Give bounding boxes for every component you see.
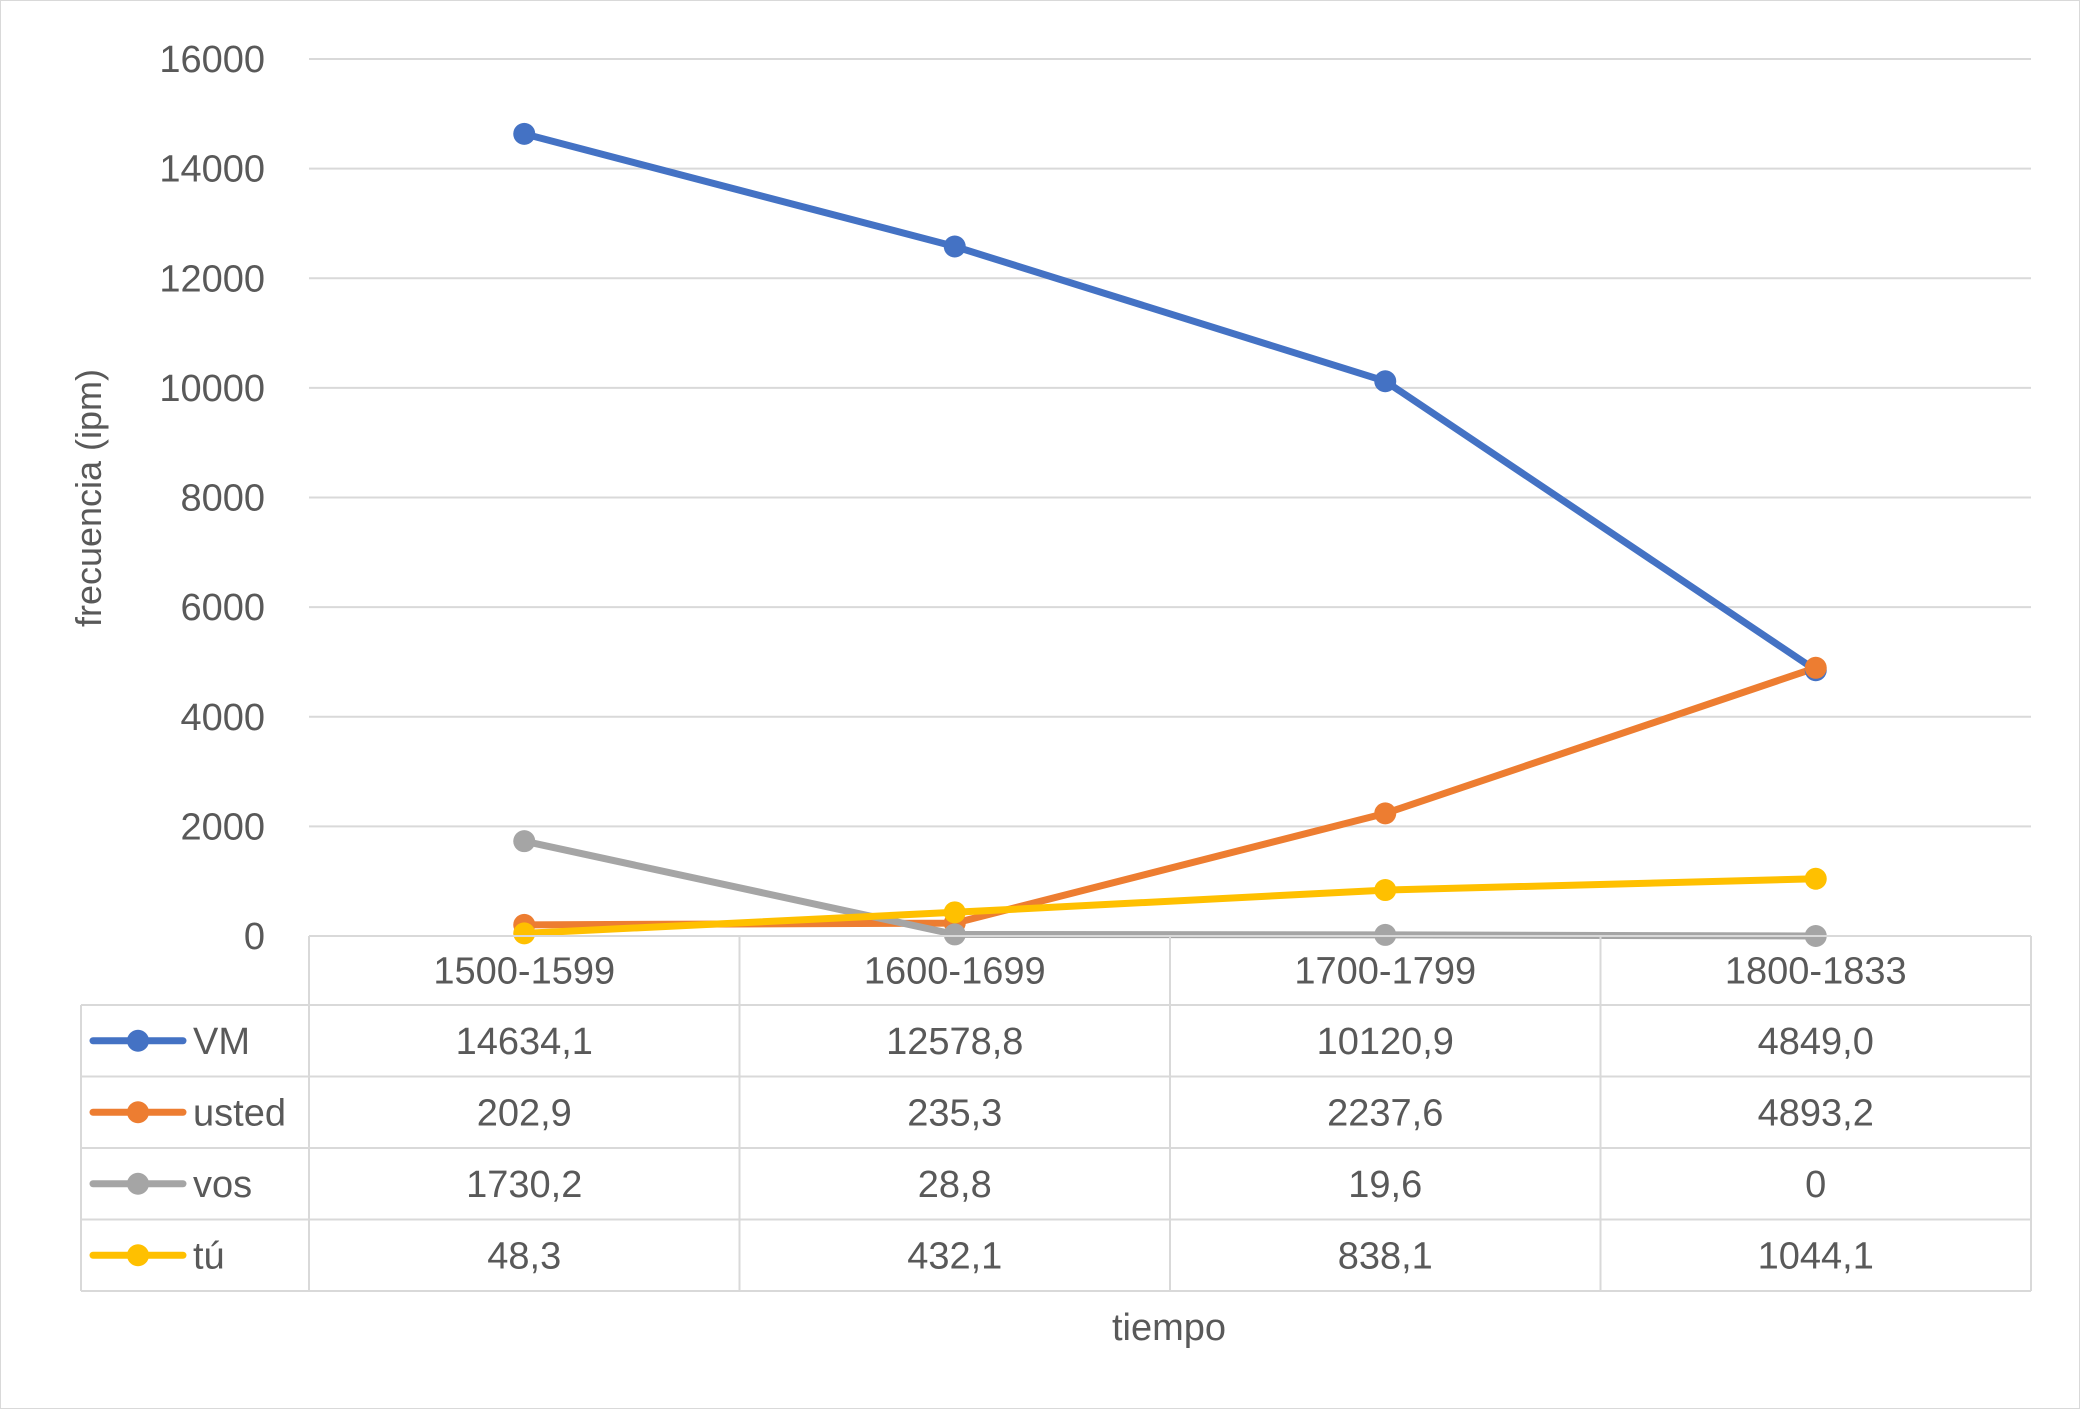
x-axis-label: tiempo (1112, 1307, 1226, 1349)
data-point (1804, 656, 1827, 679)
data-point (1374, 879, 1397, 902)
legend-marker (127, 1244, 149, 1267)
data-point (943, 901, 966, 924)
x-tick-label: 1500-1599 (433, 951, 615, 993)
data-point (513, 922, 536, 945)
x-tick-label: 1600-1699 (864, 951, 1046, 993)
data-point (1374, 802, 1397, 825)
data-label: 48,3 (487, 1235, 561, 1277)
data-label: 432,1 (907, 1235, 1002, 1277)
data-label: 12578,8 (886, 1021, 1023, 1063)
data-label: 235,3 (907, 1092, 1002, 1134)
data-point (943, 923, 966, 946)
y-tick-label: 10000 (159, 368, 265, 410)
legend-label: usted (193, 1092, 286, 1134)
series-line (520, 875, 1820, 937)
series-lines (513, 122, 1827, 947)
y-axis-ticks: 0 2000 4000 6000 8000 10000 12000 14000 16000 (159, 39, 265, 958)
data-label: 838,1 (1338, 1235, 1433, 1277)
legend-label: VM (193, 1021, 250, 1063)
data-label: 4849,0 (1758, 1021, 1874, 1063)
legend-marker (127, 1101, 149, 1124)
y-tick-label: 16000 (159, 39, 265, 81)
legend-label: tú (193, 1235, 225, 1277)
data-point (943, 235, 966, 258)
y-axis-label: frecuencia (ipm) (68, 369, 109, 627)
data-point (513, 830, 536, 853)
series-line (520, 130, 1820, 674)
data-label: 4893,2 (1758, 1092, 1874, 1134)
gridlines (309, 58, 2031, 828)
legend-marker (127, 1172, 149, 1195)
data-point (1374, 923, 1397, 946)
data-point (513, 122, 536, 145)
data-label: 0 (1805, 1164, 1826, 1206)
data-label: 1044,1 (1758, 1235, 1874, 1277)
y-tick-label: 12000 (159, 258, 265, 300)
data-label: 2237,6 (1327, 1092, 1443, 1134)
data-label: 28,8 (918, 1164, 992, 1206)
x-tick-label: 1800-1833 (1725, 951, 1907, 993)
data-label: 202,9 (477, 1092, 572, 1134)
y-tick-label: 4000 (180, 697, 265, 739)
x-tick-label: 1700-1799 (1294, 951, 1476, 993)
data-label: 10120,9 (1317, 1021, 1454, 1063)
legend-label: vos (193, 1164, 252, 1206)
y-tick-label: 2000 (180, 806, 265, 848)
y-tick-label: 6000 (180, 587, 265, 629)
data-label: 1730,2 (466, 1164, 582, 1206)
data-table: 1500-1599 1600-1699 1700-1799 1800-1833 VM 14… (80, 935, 2032, 1292)
y-tick-label: 0 (244, 916, 265, 958)
data-label: 19,6 (1348, 1164, 1422, 1206)
data-point (1804, 867, 1827, 890)
legend-marker (127, 1029, 149, 1052)
data-point (1374, 370, 1397, 393)
y-tick-label: 8000 (180, 478, 265, 520)
data-label: 14634,1 (456, 1021, 593, 1063)
y-tick-label: 14000 (159, 149, 265, 191)
